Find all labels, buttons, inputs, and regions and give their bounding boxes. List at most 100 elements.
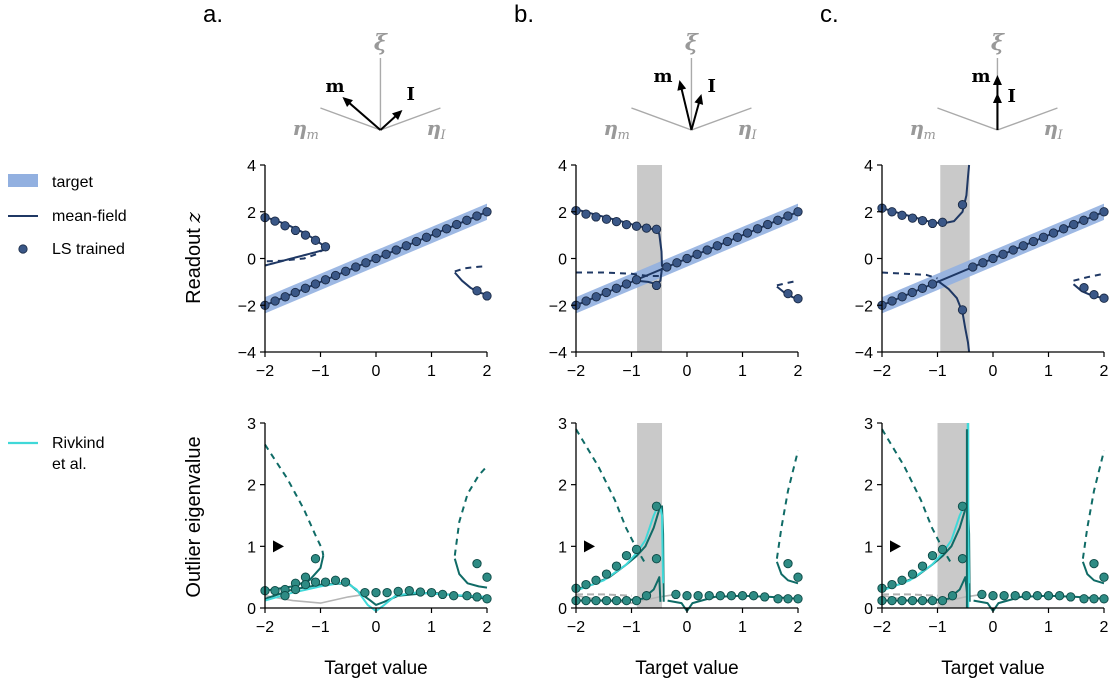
rivkind-line [575, 502, 665, 592]
data-point [760, 592, 770, 602]
data-point [415, 587, 426, 597]
diag-dot [907, 287, 917, 298]
diag-dot [722, 236, 733, 247]
diag-dot [1058, 224, 1069, 234]
upper-dot [897, 210, 907, 220]
right-dot [482, 291, 492, 301]
diag-dot [371, 253, 381, 264]
diag-dot [1018, 241, 1028, 251]
data-point [1010, 591, 1020, 601]
diag-dot [621, 279, 632, 289]
data-point [462, 591, 472, 601]
diag-dot [1079, 215, 1089, 225]
data-point [715, 591, 725, 601]
x-tick-label: 0 [989, 363, 998, 380]
data-point [1032, 591, 1043, 601]
data-point [937, 544, 948, 555]
legend-item-ls-trained: LS trained [18, 241, 125, 258]
data-point [631, 544, 642, 555]
y-tick-label: −2 [238, 298, 256, 315]
data-point [651, 554, 662, 564]
gray-dashed [576, 593, 632, 597]
data-point [621, 550, 632, 561]
data-point [340, 577, 351, 587]
gray-dashed [882, 593, 938, 597]
data-point [988, 591, 998, 601]
data-point [726, 591, 737, 601]
x-tick-label: −1 [928, 619, 946, 636]
data-point [1079, 594, 1089, 604]
data-point [999, 591, 1009, 601]
y-tick-label: 1 [864, 539, 873, 556]
x-tick-label: −2 [567, 363, 585, 380]
data-point [330, 575, 341, 585]
y-tick-label: 4 [864, 158, 873, 175]
diag-dot [887, 296, 897, 306]
x-tick-label: 1 [427, 619, 436, 636]
y-tick-label: 1 [558, 539, 567, 556]
eta-i-axis [997, 107, 1058, 131]
data-point [783, 558, 793, 569]
data-point [748, 591, 759, 601]
y-tick-label: 0 [247, 252, 256, 269]
upper-dot [270, 216, 280, 226]
xi-label: ξ [685, 30, 699, 56]
data-point [917, 561, 928, 571]
data-point [426, 587, 437, 598]
i-arrow-head [392, 110, 403, 121]
upper-dot [907, 213, 918, 223]
top-ylabel: Readout z [181, 212, 205, 304]
other-dot [651, 280, 662, 291]
other-dot [1079, 283, 1089, 293]
y-tick-label: 2 [864, 478, 873, 495]
dashed-upper-a [264, 444, 325, 556]
readout-chart: 420−2−4−2 −1 0 1 2 [549, 158, 803, 380]
diag-dot [1048, 228, 1059, 238]
m-label: m [653, 66, 672, 87]
upper-dot [581, 209, 591, 219]
diag-dot [1069, 219, 1079, 230]
upper-dashed-a [264, 247, 326, 263]
right-dashed-a [454, 265, 488, 273]
data-point [631, 595, 642, 606]
i-arrow-head [694, 94, 704, 105]
eta-i-label: η [737, 116, 752, 140]
upper-dot [280, 221, 290, 231]
diag-dot [998, 249, 1008, 259]
data-point [437, 589, 448, 600]
eta-m-axis [320, 107, 381, 131]
legend-label-rivkind-2: et al. [52, 456, 87, 473]
x-tick-label: −1 [311, 363, 329, 380]
upper-dot [310, 235, 321, 245]
upper-dot [290, 225, 301, 236]
upper-dot [621, 219, 632, 230]
x-tick-label: −1 [622, 363, 640, 380]
data-point [783, 594, 793, 604]
eta-m-label: η [603, 116, 618, 140]
diag-dot [742, 228, 753, 238]
y-tick-label: −4 [238, 345, 256, 362]
data-point [581, 595, 591, 606]
diag-dot [270, 296, 280, 306]
y-tick-label: 2 [558, 205, 567, 222]
diag-dot [431, 228, 442, 238]
data-point [280, 591, 290, 601]
y-tick-label: 2 [864, 205, 873, 222]
eta-m-label: η [292, 116, 307, 140]
legend-item-target: target [8, 174, 93, 191]
diag-dot [897, 292, 907, 302]
data-point [601, 569, 612, 579]
other-dot [793, 294, 803, 304]
panel-label: b. [514, 1, 534, 28]
diag-dot [351, 262, 361, 272]
y-tick-label: −4 [855, 345, 873, 362]
diag-dot [611, 283, 622, 293]
other-dot [1089, 290, 1099, 300]
diag-dot [773, 215, 783, 225]
other-dot [1099, 293, 1109, 303]
x-tick-label: 1 [427, 363, 436, 380]
